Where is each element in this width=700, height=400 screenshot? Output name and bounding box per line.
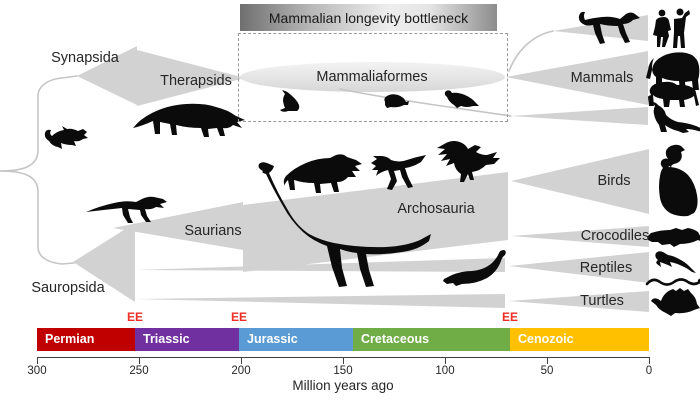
tick-150 <box>343 357 344 364</box>
extinction-event-cretaceous-paleogene: EE <box>501 310 519 324</box>
saurians-cone <box>113 202 243 250</box>
label-birds: Birds <box>597 172 631 189</box>
sauropsida-cone <box>73 223 135 302</box>
theropod-icon <box>371 155 426 190</box>
primate-lineage-line <box>508 30 554 72</box>
label-therapsids: Therapsids <box>160 72 232 89</box>
turtles-cone <box>509 291 649 312</box>
lizard-icon <box>655 251 696 273</box>
period-permian: Permian <box>37 328 135 351</box>
bottleneck-header: Mammalian longevity bottleneck <box>240 4 497 31</box>
label-mammals: Mammals <box>570 69 634 86</box>
period-jurassic: Jurassic <box>239 328 353 351</box>
period-triassic: Triassic <box>135 328 239 351</box>
monkey-icon <box>578 11 640 44</box>
label-crocodiles: Crocodiles <box>580 227 650 244</box>
label-mammaliaformes: Mammaliaformes <box>316 68 428 85</box>
mammals-cone <box>506 51 648 105</box>
mammaliaformes-ellipse <box>240 62 505 92</box>
therapsid-icon <box>133 103 245 137</box>
early-sauropsid-icon <box>86 196 167 223</box>
bottleneck-title: Mammalian longevity bottleneck <box>268 9 469 26</box>
synapsida-cone <box>77 46 137 105</box>
crocodiles-cone <box>511 226 649 247</box>
tick-50 <box>547 357 548 364</box>
extinction-event-triassic-jurassic: EE <box>230 310 248 324</box>
period-jurassic-label: Jurassic <box>247 332 298 347</box>
tick-label-200: 200 <box>231 365 251 377</box>
tick-100 <box>445 357 446 364</box>
early-mammal-2-icon <box>384 94 409 108</box>
marsupial-lineage-line <box>339 88 512 117</box>
early-mammal-3-icon <box>444 90 479 108</box>
turtles-band <box>135 294 505 308</box>
early-mammal-1-icon <box>280 90 300 112</box>
humans-icon <box>653 8 690 48</box>
turtle-icon <box>651 288 700 316</box>
root-branch-synapsida <box>0 75 78 172</box>
archaeopteryx-icon <box>437 141 500 182</box>
root-branch-sauropsida <box>0 170 75 265</box>
tick-label-250: 250 <box>129 365 149 377</box>
label-archosauria: Archosauria <box>397 200 475 217</box>
period-cenozoic: Cenozoic <box>510 328 649 351</box>
therapsids-cone <box>137 50 245 106</box>
label-saurians: Saurians <box>184 222 242 239</box>
extinction-event-permian-triassic: EE <box>126 310 144 324</box>
period-cretaceous-label: Cretaceous <box>361 332 430 347</box>
tick-label-100: 100 <box>435 365 455 377</box>
period-triassic-label: Triassic <box>143 332 190 347</box>
tick-label-0: 0 <box>645 365 653 377</box>
tick-300 <box>37 357 38 364</box>
label-reptiles: Reptiles <box>579 259 633 276</box>
tick-250 <box>139 357 140 364</box>
marine-crocodile-icon <box>443 250 506 286</box>
kangaroo-icon <box>652 102 700 133</box>
period-cenozoic-label: Cenozoic <box>518 332 574 347</box>
label-synapsida: Synapsida <box>51 49 119 66</box>
early-lizard-icon <box>44 126 88 149</box>
reptiles-band <box>135 258 505 272</box>
period-cretaceous: Cretaceous <box>353 328 510 351</box>
marsupial-cone <box>511 107 648 125</box>
reptiles-cone <box>509 252 649 283</box>
axis-title: Million years ago <box>292 378 394 393</box>
period-permian-label: Permian <box>45 332 95 347</box>
tick-label-300: 300 <box>27 365 47 377</box>
tick-label-50: 50 <box>540 365 554 377</box>
crocodile-icon <box>647 228 700 247</box>
birds-cone <box>511 149 649 214</box>
label-sauropsida: Sauropsida <box>31 279 105 296</box>
tick-200 <box>241 357 242 364</box>
tick-label-150: 150 <box>333 365 353 377</box>
label-turtles: Turtles <box>580 292 624 309</box>
elephant-icon <box>646 52 700 91</box>
snake-icon <box>645 278 700 286</box>
lion-icon <box>648 81 699 107</box>
triceratops-icon <box>283 154 362 193</box>
tick-0 <box>649 357 650 364</box>
archosauria-wedge <box>243 172 508 272</box>
vulture-icon <box>659 158 698 217</box>
